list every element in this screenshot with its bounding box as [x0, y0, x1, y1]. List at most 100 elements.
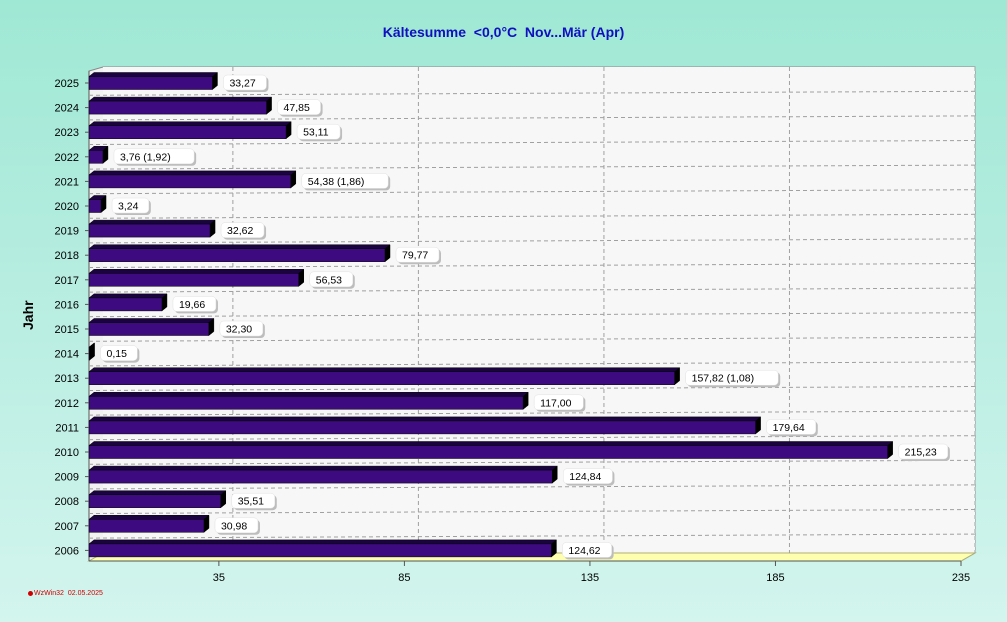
value-label: 32,30: [226, 324, 252, 336]
y-tick-label: 2025: [55, 78, 79, 90]
bar-top-face: [88, 219, 216, 225]
bar: [88, 322, 210, 336]
bar: [88, 125, 287, 139]
x-tick-label: 135: [581, 572, 599, 584]
value-label: 157,82 (1,08): [692, 373, 754, 385]
y-tick-label: 2007: [55, 521, 79, 533]
y-tick-label: 2017: [55, 275, 79, 287]
bar-top-face: [88, 441, 894, 446]
grid-line-horizontal: [88, 312, 976, 318]
bar: [88, 199, 102, 213]
y-tick-label: 2009: [55, 472, 79, 484]
y-tick-label: 2012: [55, 398, 79, 410]
grid-line-horizontal: [88, 484, 976, 490]
bar-top-face: [88, 490, 227, 495]
value-label: 215,23: [905, 447, 937, 459]
bar-top-face: [88, 318, 215, 323]
bar: [88, 76, 213, 90]
value-label: 117,00: [540, 397, 571, 409]
y-tick-label: 2011: [55, 422, 79, 434]
value-label: 53,11: [303, 127, 329, 139]
bar-top-face: [88, 293, 168, 299]
red-dot-icon: [28, 591, 33, 596]
bar: [88, 445, 888, 459]
x-tick-label: 185: [766, 572, 784, 584]
bar: [88, 420, 756, 435]
value-label-box: [172, 296, 217, 312]
value-label-box: [231, 492, 276, 509]
bar-top-face: [88, 269, 305, 274]
y-tick-label: 2021: [55, 176, 79, 188]
x-tick-labels: 35 85 135 185 235: [213, 561, 970, 584]
value-label: 56,53: [316, 274, 342, 286]
grid-line-horizontal: [88, 213, 976, 219]
value-label: 124,84: [569, 471, 601, 483]
bar-top-face: [88, 121, 292, 126]
y-tick-label: 2013: [55, 373, 79, 385]
grid-lines: [88, 67, 976, 553]
value-label: 3,76 (1,92): [120, 151, 171, 163]
value-label-box: [562, 542, 612, 558]
value-label-box: [562, 468, 613, 484]
y-tick-label: 2010: [55, 447, 79, 459]
value-label: 79,77: [402, 250, 428, 262]
value-label-box: [219, 320, 264, 337]
value-label: 54,38 (1,86): [308, 176, 365, 188]
y-tick-label: 2023: [55, 127, 79, 139]
bar: [88, 396, 524, 410]
grid-line-horizontal: [88, 410, 976, 416]
bar: [88, 469, 553, 484]
value-label-box: [301, 173, 389, 189]
grid-line-horizontal: [88, 386, 976, 391]
bar: [88, 248, 386, 262]
value-label: 124,62: [568, 545, 600, 557]
bar: [88, 297, 163, 312]
bar: [88, 543, 552, 558]
grid-line-horizontal: [88, 115, 976, 121]
value-label: 30,98: [221, 520, 247, 532]
bar: [88, 371, 675, 385]
y-tick-label: 2024: [55, 103, 79, 115]
value-label: 179,64: [773, 422, 805, 434]
grid-line-horizontal: [88, 90, 976, 96]
y-tick-label: 2015: [55, 324, 79, 336]
y-tick-label: 2014: [55, 349, 79, 361]
bar: [88, 273, 300, 287]
value-label: 32,62: [227, 225, 253, 237]
value-label-box: [113, 148, 195, 165]
grid-line-horizontal: [88, 238, 976, 244]
bar: [88, 223, 211, 238]
y-tick-label: 2019: [55, 226, 79, 238]
bar-top-face: [88, 72, 219, 77]
y-tick-label: 2006: [55, 545, 79, 557]
chart-title: Kältesumme <0,0°C Nov...Mär (Apr): [382, 24, 625, 40]
footer-text: WzWin32 02.05.2025: [34, 590, 103, 597]
value-label-box: [296, 123, 341, 140]
grid-line-horizontal: [88, 263, 976, 268]
bar: [88, 494, 222, 508]
bar-top-face: [88, 96, 273, 102]
value-label: 35,51: [238, 496, 264, 508]
grid-line-horizontal: [88, 336, 976, 342]
grid-line-horizontal: [88, 140, 976, 145]
value-label-box: [685, 369, 779, 386]
value-label-box: [100, 345, 138, 361]
x-tick-label: 235: [952, 572, 970, 584]
bar-top-face: [88, 367, 681, 372]
value-label: 19,66: [179, 299, 205, 311]
y-tick-label: 2018: [55, 250, 79, 262]
value-label-box: [766, 419, 817, 435]
x-tick-label: 85: [398, 572, 410, 584]
value-label: 0,15: [107, 348, 128, 360]
bar-top-face: [88, 465, 558, 471]
grid-line-horizontal: [88, 361, 976, 367]
y-tick-label: 2020: [55, 201, 79, 213]
grid-line-horizontal: [88, 533, 976, 539]
value-label-box: [220, 222, 265, 238]
value-label-box: [898, 443, 949, 460]
bar: [88, 519, 205, 533]
bar: [88, 100, 267, 115]
grid-line-horizontal: [88, 509, 976, 514]
value-label-box: [395, 246, 440, 263]
